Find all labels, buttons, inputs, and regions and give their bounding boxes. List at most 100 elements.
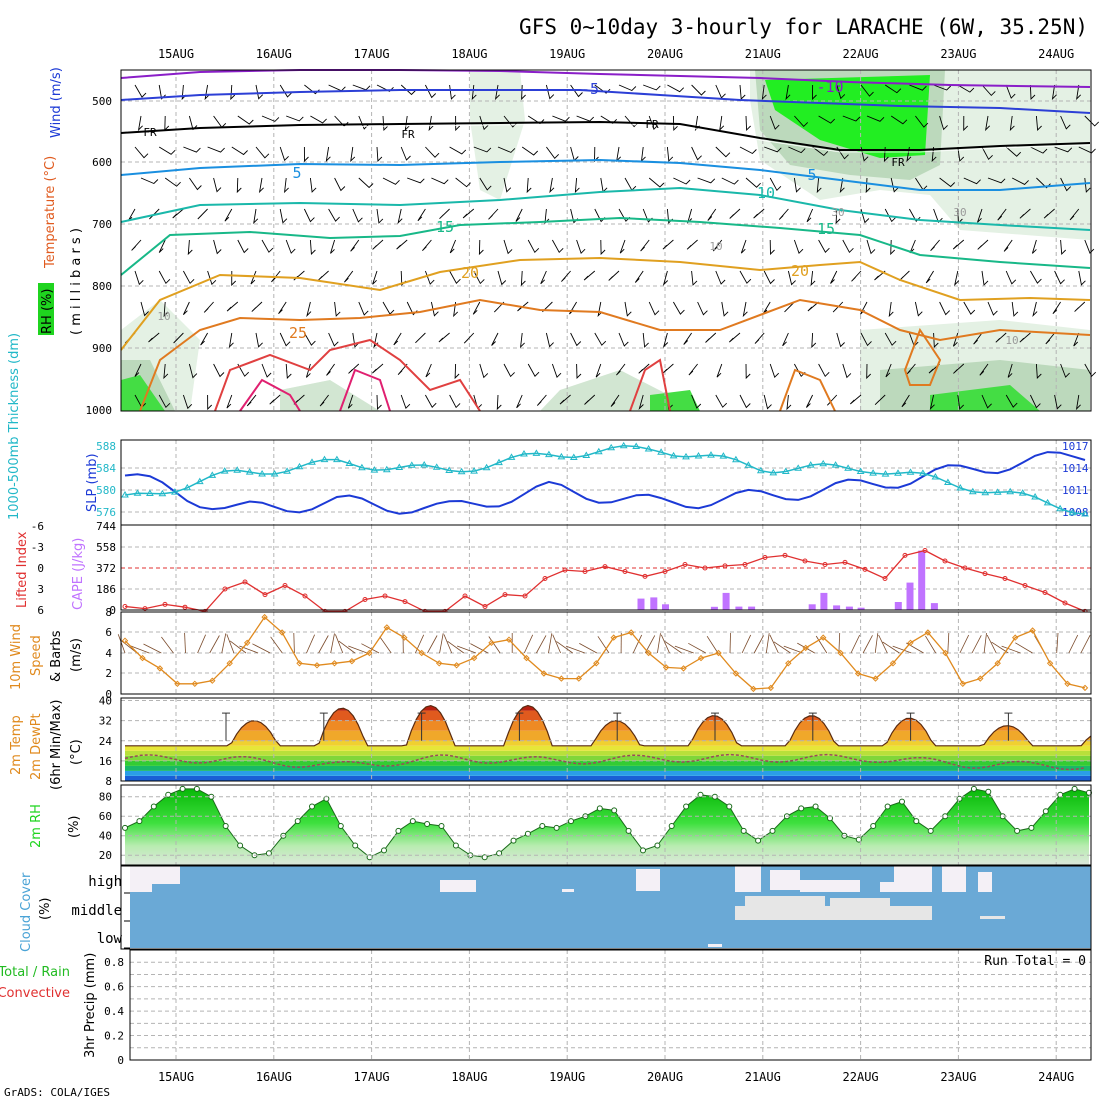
date-label: 20AUG <box>647 47 683 61</box>
temp-band <box>121 771 1091 776</box>
label-cloud-2: (%) <box>38 898 53 921</box>
cape-bar <box>846 607 853 610</box>
rh2m-point <box>123 825 128 830</box>
temp-tick: 16 <box>99 755 112 768</box>
rh2m-point <box>914 819 919 824</box>
svg-text:10: 10 <box>157 310 170 323</box>
precip-tick: 0.2 <box>104 1030 124 1043</box>
cape-bar <box>723 593 730 610</box>
slp-tick: 1017 <box>1062 440 1089 453</box>
credit-text: GrADS: COLA/IGES <box>4 1086 110 1099</box>
label-rh2m-1: 2m RH <box>29 804 44 848</box>
cape-tick: 744 <box>96 520 116 533</box>
label-temp2m-2: 2m DewPt <box>29 713 44 780</box>
cloud-panel: Cloud Cover (%) high middle low <box>19 866 1091 952</box>
temp-tick: 8 <box>105 775 112 788</box>
rh2m-point <box>137 819 142 824</box>
temp-band <box>121 766 1091 771</box>
rh2m-point <box>223 824 228 829</box>
rh2m-point <box>641 848 646 853</box>
date-label: 22AUG <box>843 47 879 61</box>
pressure-tick-label: 900 <box>92 342 112 355</box>
date-label: 23AUG <box>940 47 976 61</box>
rh2m-point <box>669 824 674 829</box>
date-label: 15AUG <box>158 47 194 61</box>
rh2m-point <box>813 804 818 809</box>
svg-text:20: 20 <box>461 264 479 282</box>
svg-text:15: 15 <box>436 218 454 236</box>
precip-tick: 0.8 <box>104 956 124 969</box>
date-label: 21AUG <box>745 1070 781 1084</box>
date-label: 18AUG <box>451 1070 487 1084</box>
rh2m-point <box>511 838 516 843</box>
svg-text:5: 5 <box>292 164 301 182</box>
label-temp2m-1: 2m Temp <box>9 715 24 775</box>
cloud-level-middle: middle <box>71 903 122 919</box>
temp-band <box>121 751 1091 756</box>
rh2m-point <box>885 804 890 809</box>
date-label: 19AUG <box>549 47 585 61</box>
rh2m-point <box>151 804 156 809</box>
rh2m-point <box>396 828 401 833</box>
date-label: 15AUG <box>158 1070 194 1084</box>
rh2m-point <box>756 838 761 843</box>
li-tick: 0 <box>37 562 44 575</box>
wind-tick: 6 <box>105 626 112 639</box>
rh2m-point <box>928 828 933 833</box>
svg-text:30: 30 <box>831 206 844 219</box>
cape-bar <box>895 602 902 610</box>
date-label: 17AUG <box>354 1070 390 1084</box>
temp-band <box>121 776 1091 781</box>
rh2m-point <box>439 824 444 829</box>
label-rh: RH (%) <box>40 289 55 334</box>
rh-tick: 80 <box>99 791 112 804</box>
label-thickness: 1000-500mb Thickness (dm) <box>7 333 22 520</box>
cape-tick: 186 <box>96 583 116 596</box>
pressure-tick-label: 800 <box>92 280 112 293</box>
precip-tick: 0.6 <box>104 981 124 994</box>
date-label: 21AUG <box>745 47 781 61</box>
svg-text:FR: FR <box>143 126 157 139</box>
date-label: 22AUG <box>843 1070 879 1084</box>
rh2m-point <box>727 804 732 809</box>
rh2m-point <box>569 819 574 824</box>
rh2m-point <box>612 808 617 813</box>
pressure-tick-label: 500 <box>92 95 112 108</box>
rh2m-point <box>410 819 415 824</box>
label-wind10m-1: 10m Wind <box>9 624 24 690</box>
rh2m-point <box>540 824 545 829</box>
rh2m-point <box>655 843 660 848</box>
li-tick: -3 <box>31 541 44 554</box>
cape-bar <box>833 605 840 610</box>
rh2m-point <box>626 828 631 833</box>
svg-text:-10: -10 <box>816 78 843 96</box>
cape-bar <box>662 604 669 610</box>
upper-air-panel: -5 -10 FR FR FR FR 5 5 10 15 15 20 20 25… <box>38 67 1099 417</box>
rh2m-point <box>238 843 243 848</box>
wind-tick: 8 <box>105 606 112 619</box>
svg-text:20: 20 <box>791 262 809 280</box>
pressure-tick-label: 700 <box>92 218 112 231</box>
cape-bar <box>748 607 755 610</box>
date-label: 18AUG <box>451 47 487 61</box>
rh2m-point <box>338 824 343 829</box>
rh2m-point <box>1015 828 1020 833</box>
cape-bar <box>931 603 938 610</box>
rh2m-point <box>554 825 559 830</box>
label-slp: SLP (mb) <box>85 453 100 512</box>
cape-tick: 372 <box>96 562 116 575</box>
rh2m-point <box>310 804 315 809</box>
label-cape: CAPE (J/kg) <box>71 538 86 610</box>
rh2m-point <box>900 799 905 804</box>
rh2m-point <box>799 806 804 811</box>
label-precip-3: 3hr Precip (mm) <box>83 953 98 1058</box>
label-lifted-index: Lifted Index <box>15 531 30 608</box>
precip-tick: 0.4 <box>104 1005 124 1018</box>
rh2m-point <box>684 804 689 809</box>
rh2m-point <box>1029 825 1034 830</box>
rh2m-point <box>295 819 300 824</box>
